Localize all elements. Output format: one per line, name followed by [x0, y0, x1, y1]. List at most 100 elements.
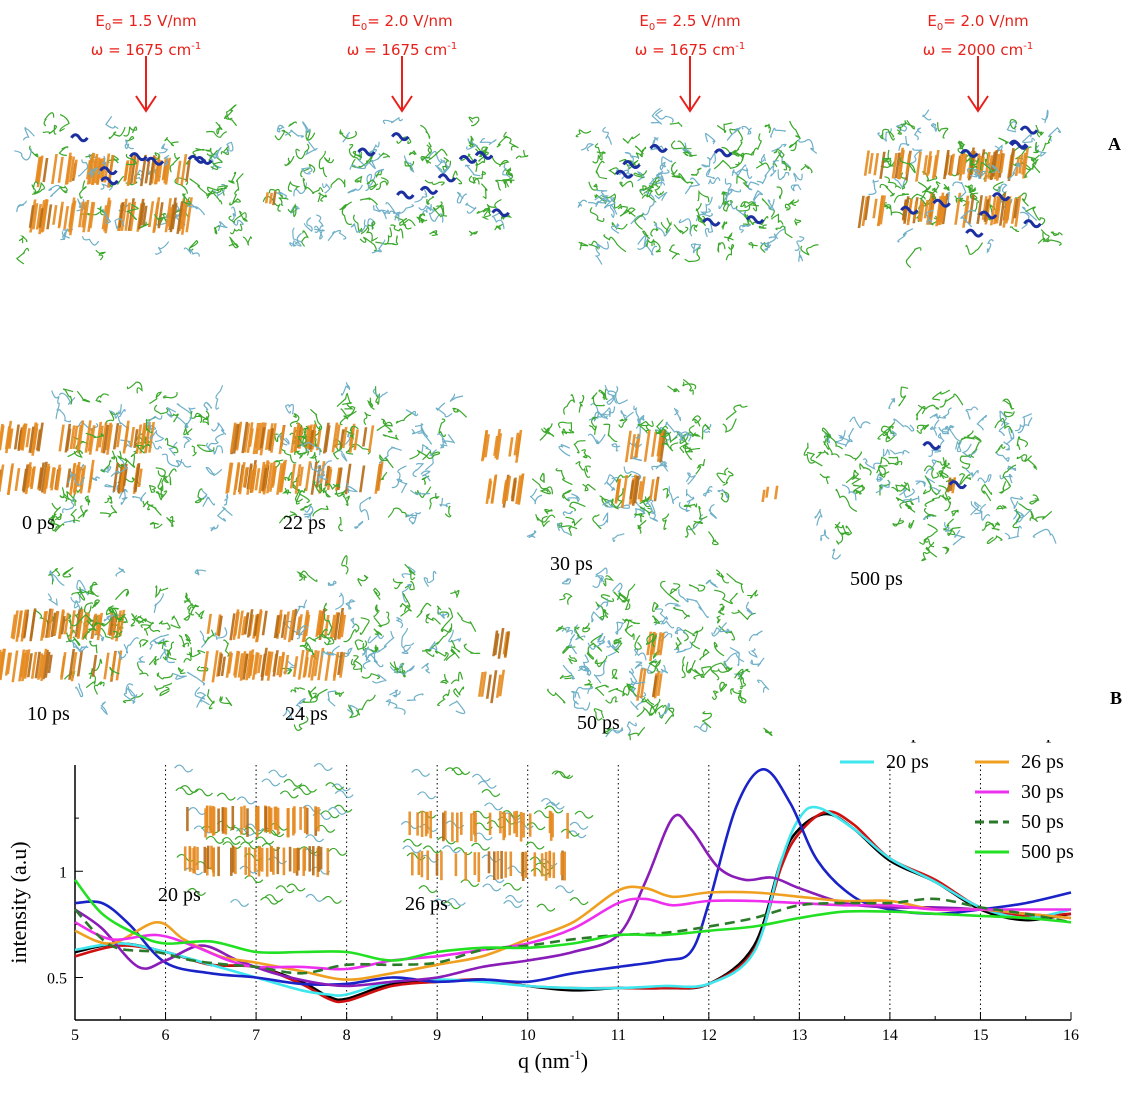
- coil-strand: [264, 894, 284, 903]
- x-tick-label: 9: [433, 1027, 441, 1044]
- legend-label: 30 ps: [1021, 781, 1064, 803]
- coil-strand: [222, 841, 242, 850]
- snapshot-0ps: [0, 381, 233, 533]
- beta-strand: [196, 846, 199, 871]
- beta-strand: [493, 851, 496, 880]
- coil-strand: [420, 854, 439, 863]
- beta-strand: [548, 851, 552, 876]
- series-line-30ps: [74, 897, 1071, 971]
- beta-strand: [224, 807, 228, 835]
- beta-strand: [211, 848, 215, 873]
- beta-strand: [265, 847, 269, 877]
- coil-strand: [255, 836, 275, 845]
- coil-strand: [442, 845, 461, 854]
- field-frequency-text: ω = 2000 cm-1: [922, 41, 1034, 59]
- snapshot-label-10ps: 10 ps: [27, 703, 70, 725]
- x-tick-label: 6: [162, 1027, 170, 1044]
- beta-strand: [548, 810, 552, 834]
- legend-label: 50 ps: [1021, 811, 1064, 833]
- beta-strand: [221, 807, 225, 832]
- beta-strand: [533, 852, 537, 877]
- coil-strand: [283, 778, 303, 787]
- beta-strand: [183, 846, 187, 871]
- snapshot-10ps: [0, 567, 233, 715]
- beta-strand: [416, 812, 419, 836]
- beta-strand: [276, 846, 280, 875]
- coil-strand: [503, 900, 523, 908]
- beta-strand: [240, 806, 243, 835]
- coil-strand: [451, 767, 471, 775]
- beta-strand: [426, 811, 429, 834]
- coil-strand: [221, 836, 241, 845]
- beta-strand: [193, 846, 196, 874]
- snapshot-24ps: [202, 555, 481, 731]
- field-condition-4: E0= 2.0 V/nm ω = 2000 cm-1: [893, 12, 1063, 60]
- coil-strand: [331, 783, 351, 792]
- coil-strand: [482, 883, 502, 892]
- beta-strand: [473, 811, 476, 835]
- coil-strand: [230, 898, 250, 907]
- beta-strand: [420, 810, 424, 837]
- beta-strand: [460, 811, 463, 835]
- beta-strand: [500, 850, 503, 879]
- coil-strand: [268, 769, 288, 778]
- beta-strand: [508, 813, 511, 836]
- coil-strand: [234, 835, 254, 844]
- x-tick-label: 8: [343, 1027, 351, 1044]
- coil-strand: [205, 835, 225, 844]
- beta-strand: [253, 848, 257, 872]
- beta-strand: [566, 812, 569, 839]
- beta-strand: [292, 807, 295, 836]
- beta-strand: [287, 808, 290, 838]
- field-arrow-icon: [967, 56, 989, 113]
- beta-strand: [522, 812, 525, 838]
- beta-strand: [295, 847, 299, 872]
- field-strength-text: E0= 1.5 V/nm: [95, 12, 197, 33]
- beta-strand: [551, 813, 554, 838]
- snapshot-label-0ps: 0 ps: [22, 512, 55, 534]
- beta-strand: [470, 813, 473, 842]
- y-tick-label: 0.5: [47, 971, 67, 988]
- snapshot-label-500ps: 500 ps: [850, 568, 903, 590]
- beta-strand: [515, 810, 519, 837]
- beta-strand: [308, 846, 311, 872]
- y-tick-label: 1: [59, 864, 67, 881]
- coil-strand: [402, 845, 422, 854]
- beta-strand: [244, 847, 247, 875]
- field-arrow-icon: [391, 56, 413, 113]
- beta-strand: [270, 845, 273, 872]
- beta-strand: [276, 807, 280, 835]
- beta-strand: [563, 851, 566, 881]
- beta-strand: [210, 845, 213, 870]
- beta-strand: [204, 808, 207, 838]
- field-strength-text: E0= 2.5 V/nm: [639, 12, 741, 33]
- legend-label: 500 ps: [1021, 841, 1074, 863]
- beta-strand: [257, 847, 261, 877]
- series-group: [73, 768, 1072, 1004]
- beta-strand: [205, 805, 209, 828]
- coil-strand: [305, 893, 325, 902]
- coil-strand: [540, 797, 560, 806]
- coil-strand: [422, 845, 442, 854]
- beta-strand: [521, 851, 525, 881]
- coil-strand: [320, 810, 340, 819]
- beta-strand: [312, 846, 315, 876]
- field-strength-text: E0= 2.0 V/nm: [927, 12, 1029, 33]
- legend-label: 20 ps: [886, 751, 929, 773]
- beta-strand: [524, 851, 528, 878]
- x-tick-label: 11: [611, 1027, 626, 1044]
- coil-strand: [473, 832, 493, 841]
- beta-strand: [260, 847, 264, 872]
- beta-strand: [230, 847, 233, 876]
- coil-strand: [179, 785, 199, 793]
- snapshot-e20: [262, 116, 529, 254]
- coil-strand: [305, 834, 325, 843]
- snapshot-label-50ps: 50 ps: [577, 712, 620, 734]
- beta-strand: [305, 807, 309, 835]
- coil-strand: [551, 770, 571, 779]
- series-line-50ps: [74, 897, 1072, 975]
- protein-snapshots: [0, 56, 1063, 741]
- beta-strand: [504, 851, 507, 878]
- coil-strand: [261, 778, 281, 787]
- coil-strand: [536, 903, 556, 912]
